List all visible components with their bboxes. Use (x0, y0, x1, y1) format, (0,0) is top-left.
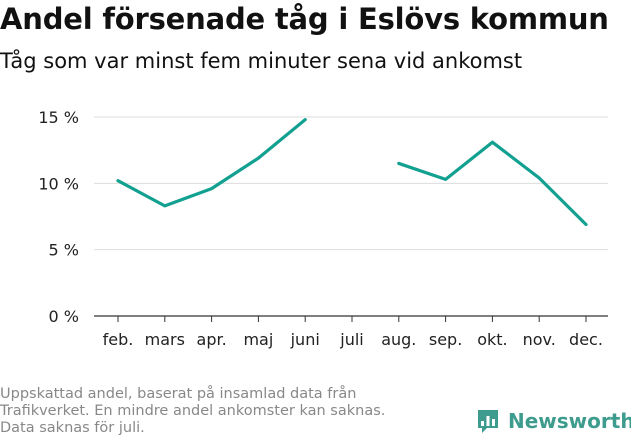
footnote-line: Uppskattad andel, baserat på insamlad da… (0, 386, 357, 402)
line-chart: 0 % 5 % 10 % 15 % feb. mars apr. maj juni juli au… (38, 108, 608, 349)
x-axis-ticks: feb. mars apr. maj juni juli aug. sep. okt. nov. d… (103, 316, 603, 349)
y-tick-label: 10 % (38, 174, 79, 193)
x-tick-label: mars (145, 330, 185, 349)
x-tick-label: dec. (569, 330, 603, 349)
series-line (397, 140, 588, 227)
brand-logo: Newsworthy (476, 408, 631, 434)
brand-name: Newsworthy (508, 409, 631, 433)
gridlines (94, 116, 608, 317)
series-lines (116, 118, 588, 227)
x-tick-label: juli (339, 330, 363, 349)
footnote-line: Data saknas för juli. (0, 420, 145, 436)
y-tick-label: 5 % (49, 241, 79, 260)
bar-chart-icon (478, 410, 498, 433)
footnote-line: Trafikverket. En mindre andel ankomster … (0, 403, 386, 419)
chart-subtitle: Tåg som var minst fem minuter sena vid a… (0, 49, 523, 73)
y-axis-ticks: 0 % 5 % 10 % 15 % (38, 108, 79, 326)
x-tick-label: feb. (103, 330, 134, 349)
x-tick-label: juni (290, 330, 320, 349)
footnote: Uppskattad andel, baserat på insamlad da… (0, 386, 440, 437)
x-tick-label: sep. (429, 330, 462, 349)
series-line (116, 118, 307, 208)
x-tick-label: nov. (523, 330, 556, 349)
chart-title: Andel försenade tåg i Eslövs kommun (0, 2, 609, 36)
y-tick-label: 0 % (49, 307, 79, 326)
x-tick-label: aug. (381, 330, 416, 349)
x-tick-label: maj (243, 330, 273, 349)
x-tick-label: apr. (197, 330, 227, 349)
y-tick-label: 15 % (38, 108, 79, 127)
x-tick-label: okt. (477, 330, 507, 349)
